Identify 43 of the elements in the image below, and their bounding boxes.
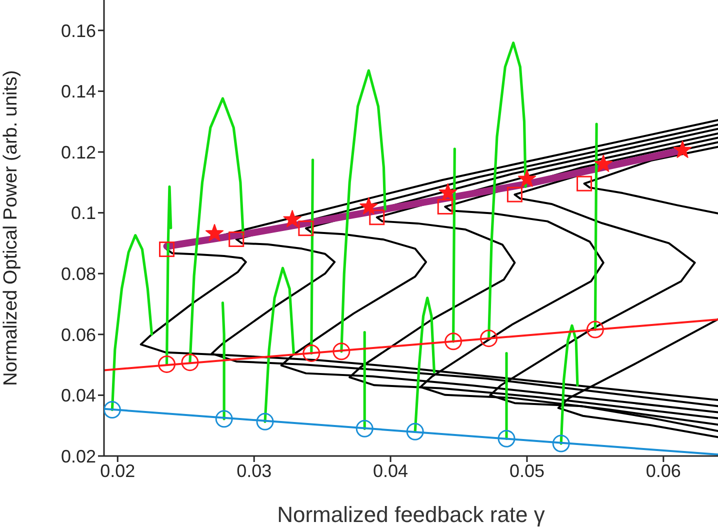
- x-tick-label: 0.04: [373, 460, 408, 481]
- point: [256, 412, 274, 430]
- x-tick-label: 0.05: [509, 460, 544, 481]
- point: [673, 140, 692, 158]
- point: [480, 330, 498, 348]
- y-tick-label: 0.12: [60, 142, 96, 162]
- point: [205, 224, 224, 242]
- point: [298, 220, 314, 236]
- x-tick-label: 0.03: [236, 460, 272, 481]
- y-tick-label: 0.02: [60, 446, 96, 466]
- point: [360, 197, 378, 214]
- point: [552, 434, 570, 452]
- point: [228, 232, 244, 247]
- y-tick-label: 0.08: [60, 264, 96, 284]
- point: [506, 186, 522, 202]
- y-tick-label: 0.1: [70, 203, 96, 224]
- y-tick-label: 0.04: [60, 386, 96, 406]
- y-tick-label: 0.16: [60, 20, 96, 41]
- x-tick-label: 0.02: [100, 460, 136, 481]
- point: [369, 210, 385, 226]
- y-tick-label: 0.14: [60, 82, 96, 102]
- point: [159, 242, 175, 258]
- x-tick-label: 0.06: [646, 460, 681, 481]
- point: [438, 183, 457, 201]
- point: [576, 176, 592, 192]
- y-axis-title: Normalized Optical Power (arb. units): [0, 70, 22, 386]
- point: [594, 154, 612, 172]
- point: [283, 210, 302, 228]
- point: [104, 401, 121, 419]
- point: [437, 198, 453, 214]
- point: [406, 422, 424, 440]
- point: [498, 430, 516, 448]
- point: [332, 342, 350, 360]
- y-tick-label: 0.06: [60, 324, 96, 345]
- point: [444, 332, 462, 350]
- point: [215, 410, 233, 428]
- point: [356, 420, 374, 438]
- x-axis-title: Normalized feedback rate γ: [277, 502, 545, 527]
- point: [181, 354, 199, 372]
- point: [302, 344, 320, 362]
- point: [158, 355, 176, 373]
- point: [586, 320, 604, 338]
- point: [518, 170, 536, 187]
